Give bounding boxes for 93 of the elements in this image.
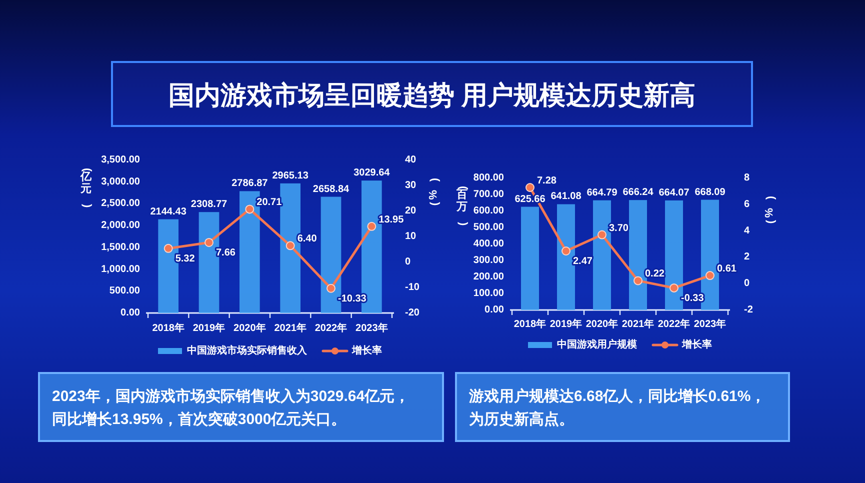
y-tick-label: 500.00	[109, 286, 140, 297]
data-label: 0.22	[645, 268, 665, 280]
data-label: 3029.64	[354, 168, 390, 179]
data-label: 6.40	[297, 234, 318, 245]
text: 国内游戏市场呈回暖趋势 用户规模达历史新高	[168, 80, 696, 110]
data-label: 664.79	[586, 187, 618, 198]
legend-label: 增长率	[351, 344, 382, 356]
y2-tick-label: -10	[405, 282, 420, 293]
y2-tick-label: 6	[744, 198, 750, 210]
point	[164, 244, 173, 253]
y2-tick-label: 2	[744, 252, 750, 263]
point	[598, 230, 606, 240]
y-tick-label: 500.00	[473, 222, 504, 233]
y2-tick-label: 30	[405, 180, 417, 191]
data-label: 641.08	[550, 191, 582, 202]
x-tick-label: 2020年	[586, 318, 618, 330]
point	[526, 183, 534, 192]
point	[326, 284, 336, 293]
data-label: 664.07	[658, 187, 690, 198]
data-label: 13.95	[378, 214, 404, 226]
y2-axis-title: (%)	[762, 196, 778, 224]
legend-label: 增长率	[681, 338, 712, 350]
y-tick-label: 2,000.00	[101, 220, 140, 232]
y2-axis-title: (%)	[426, 178, 442, 206]
y2-tick-label: 8	[744, 172, 750, 184]
y-tick-label: 700.00	[473, 189, 504, 200]
y-tick-label: 0.00	[120, 308, 140, 318]
legend-label: 中国游戏用户规模	[557, 338, 638, 350]
x-tick-label: 2021年	[274, 322, 306, 334]
data-label: 2144.43	[150, 206, 187, 218]
point	[562, 246, 570, 256]
bar	[629, 200, 647, 310]
point	[286, 241, 295, 250]
x-tick-label: 2018年	[152, 322, 184, 334]
y-tick-label: 1,000.00	[101, 264, 140, 275]
y2-tick-label: 4	[744, 225, 750, 236]
x-tick-label: 2022年	[314, 322, 348, 334]
y-tick-label: 0.00	[484, 304, 504, 316]
y-tick-label: 3,000.00	[101, 176, 140, 188]
x-tick-label: 2019年	[550, 318, 582, 330]
x-tick-label: 2020年	[234, 322, 266, 334]
x-tick-label: 2022年	[658, 318, 690, 330]
point	[204, 238, 214, 247]
bar	[557, 204, 575, 310]
x-tick-label: 2023年	[694, 318, 726, 330]
y-tick-label: 3,500.00	[101, 154, 140, 166]
data-label: 0.61	[717, 264, 737, 275]
y2-tick-label: -20	[405, 308, 420, 318]
point	[245, 204, 254, 214]
bar	[521, 206, 539, 310]
data-label: 668.09	[694, 186, 726, 198]
y-axis-title: (亿元)	[80, 168, 94, 208]
y-tick-label: 2,500.00	[101, 198, 140, 210]
data-label: 2308.77	[190, 199, 228, 210]
bar	[665, 200, 683, 310]
y-tick-label: 300.00	[473, 255, 504, 266]
data-label: 5.32	[175, 253, 196, 264]
y2-tick-label: 40	[405, 154, 417, 166]
x-tick-label: 2019年	[192, 322, 226, 334]
x-tick-label: 2021年	[622, 318, 654, 330]
text: 游戏用户规模达6.68亿人，同比增长0.61%，为历史新高点。	[455, 372, 790, 442]
point	[634, 276, 642, 286]
data-label: 2.47	[573, 256, 593, 267]
y2-tick-label: 20	[405, 206, 417, 216]
y-tick-label: 100.00	[473, 288, 504, 299]
data-label: 2786.87	[232, 178, 268, 190]
data-label: 2658.84	[312, 184, 350, 195]
point	[706, 271, 714, 280]
data-label: -10.33	[338, 293, 367, 304]
y-tick-label: 1,500.00	[101, 242, 140, 253]
bar	[593, 200, 611, 310]
y-axis-title: (百万)	[456, 186, 470, 226]
y-tick-label: 800.00	[473, 172, 504, 184]
text: 2023年，国内游戏市场实际销售收入为3029.64亿元，同比增长13.95%，首次突破3000亿元关口。	[38, 372, 444, 442]
y2-tick-label: 0	[405, 256, 411, 268]
data-label: 666.24	[622, 187, 654, 198]
point	[670, 283, 678, 292]
y2-tick-label: -2	[744, 304, 754, 316]
data-label: 7.66	[216, 247, 236, 258]
data-label: -0.33	[681, 292, 704, 304]
data-label: 7.28	[537, 176, 557, 187]
data-label: 2965.13	[272, 170, 309, 182]
y2-tick-label: 10	[405, 231, 417, 242]
x-tick-label: 2018年	[514, 318, 546, 330]
y-tick-label: 600.00	[473, 206, 504, 216]
point	[367, 222, 376, 231]
legend-label: 中国游戏市场实际销售收入	[187, 344, 308, 356]
y2-tick-label: 0	[744, 278, 750, 290]
x-tick-label: 2023年	[356, 322, 388, 334]
y-tick-label: 200.00	[473, 272, 504, 282]
y-tick-label: 400.00	[473, 238, 504, 250]
data-label: 20.71	[256, 197, 282, 208]
data-label: 3.70	[609, 222, 629, 234]
